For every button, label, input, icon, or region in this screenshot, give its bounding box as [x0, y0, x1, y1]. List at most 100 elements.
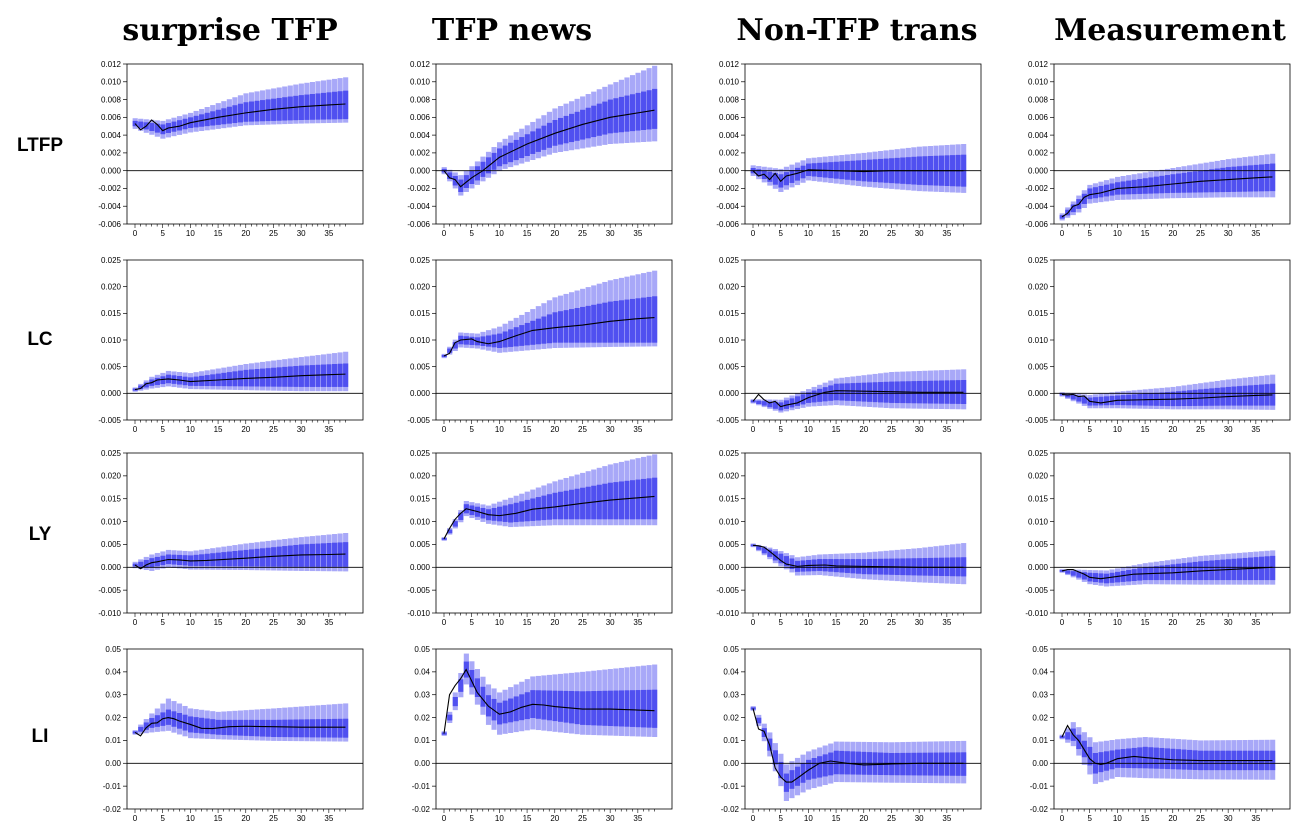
inner-band-bar [850, 383, 856, 402]
y-tick-label: 0.015 [719, 309, 740, 318]
inner-band-bar [789, 169, 795, 183]
panel-frame [744, 648, 982, 810]
inner-band-bar [232, 719, 238, 736]
inner-band-bar [580, 691, 586, 725]
inner-band-bar [563, 690, 569, 723]
inner-band-bar [160, 124, 166, 135]
y-tick-label: 0.015 [101, 495, 122, 504]
y-tick-label: 0.02 [723, 713, 739, 722]
y-tick-label: 0.010 [410, 517, 431, 526]
panel-ltfp-non-tfp-trans: -0.006 -0.004 -0.002 0.000 0.002 0.004 0.006 0.… [716, 60, 982, 238]
x-tick-label: 10 [804, 814, 813, 823]
inner-band-bar [933, 752, 939, 776]
inner-band-bar [778, 761, 784, 779]
inner-band-bar [237, 719, 243, 736]
inner-band-bar [1087, 746, 1093, 766]
y-tick-label: 0.00 [723, 759, 739, 768]
inner-band-bar [326, 364, 332, 387]
x-tick-label: 25 [578, 814, 587, 823]
inner-band-bar [474, 678, 480, 697]
x-tick-label: 20 [1168, 229, 1177, 238]
inner-band-bar [452, 521, 458, 527]
x-tick-label: 25 [887, 229, 896, 238]
x-tick-label: 15 [832, 618, 841, 627]
y-tick-label: 0.002 [101, 149, 122, 158]
x-tick-label: 35 [1251, 425, 1260, 434]
inner-band-bar [646, 689, 652, 728]
inner-band-bar [287, 96, 293, 121]
panel-li-measurement: -0.02 -0.01 0.00 0.01 0.02 0.03 0.04 0.05 0 5 10 15… [1030, 645, 1291, 823]
y-tick-label: 0.006 [1028, 113, 1049, 122]
y-tick-label: 0.04 [105, 668, 121, 677]
y-tick-label: 0.05 [105, 645, 121, 654]
panel-li-surprise-tfp: -0.02 -0.01 0.00 0.01 0.02 0.03 0.04 0.05 0 5 10 15… [103, 645, 364, 823]
median-line-ly-non-tfp-trans [752, 544, 964, 568]
inner-band-bar [613, 300, 619, 343]
y-tick-label: 0.015 [410, 495, 431, 504]
inner-band-bar [789, 770, 795, 789]
y-tick-label: 0.010 [410, 336, 431, 345]
inner-band-bar [641, 297, 647, 343]
x-tick-label: 35 [633, 618, 642, 627]
inner-band-bar [811, 390, 817, 403]
x-tick-label: 0 [1060, 618, 1065, 627]
x-tick-label: 10 [804, 229, 813, 238]
y-tick-label: 0.015 [1028, 495, 1049, 504]
inner-band-bar [839, 383, 845, 401]
inner-band-bar [646, 90, 652, 130]
inner-band-bar [950, 752, 956, 776]
y-tick-label: 0.004 [101, 131, 122, 140]
x-tick-label: 0 [751, 425, 756, 434]
panel-lc-surprise-tfp: -0.005 0.000 0.005 0.010 0.015 0.020 0.025 0 5 10… [98, 256, 364, 434]
inner-band-bar [304, 94, 310, 120]
inner-band-bar [502, 505, 508, 522]
inner-band-bar [761, 547, 767, 554]
y-tick-label: 0.005 [719, 362, 740, 371]
inner-band-bar [618, 300, 624, 343]
inner-band-bar [772, 401, 778, 409]
y-tick-label: 0.010 [1028, 336, 1049, 345]
inner-band-bar [1126, 570, 1132, 582]
inner-band-bar [309, 94, 315, 120]
inner-band-bar [160, 376, 166, 385]
y-tick-label: -0.005 [1025, 416, 1048, 425]
panel-frame [435, 63, 673, 225]
inner-band-bar [922, 752, 928, 776]
inner-band-bar [260, 719, 266, 737]
y-tick-label: 0.000 [1028, 563, 1049, 572]
y-tick-label: 0.025 [719, 256, 740, 265]
x-tick-label: 25 [1196, 814, 1205, 823]
x-tick-label: 0 [1060, 229, 1065, 238]
panel-ly-measurement: -0.010 -0.005 0.000 0.005 0.010 0.015 0.020 0.0… [1025, 449, 1291, 627]
y-tick-label: 0.000 [101, 166, 122, 175]
y-tick-label: 0.025 [101, 449, 122, 458]
x-tick-label: 10 [495, 814, 504, 823]
row-label-li: LI [32, 726, 49, 747]
x-tick-label: 10 [1113, 229, 1122, 238]
inner-band-bar [767, 171, 773, 182]
y-tick-label: 0.000 [719, 563, 740, 572]
x-tick-label: 10 [186, 425, 195, 434]
x-tick-label: 15 [1141, 425, 1150, 434]
inner-band-bar [309, 543, 315, 567]
inner-band-bar [1270, 750, 1276, 771]
inner-band-bar [635, 92, 641, 131]
inner-band-bar [337, 91, 343, 120]
x-tick-label: 5 [778, 618, 783, 627]
median-line-li-measurement [1061, 724, 1273, 765]
inner-band-bar [199, 717, 205, 734]
inner-band-bar [226, 719, 232, 736]
inner-band-bar [508, 504, 514, 523]
inner-band-bar [309, 719, 315, 738]
y-tick-label: 0.005 [101, 362, 122, 371]
inner-band-bar [618, 481, 624, 520]
x-tick-label: 25 [269, 814, 278, 823]
inner-band-bar [624, 299, 630, 343]
inner-band-bar [557, 491, 564, 520]
inner-band-bar [652, 296, 658, 343]
inner-band-bar [248, 719, 255, 737]
x-tick-label: 15 [523, 618, 532, 627]
inner-band-bar [961, 557, 967, 577]
x-tick-label: 15 [832, 229, 841, 238]
